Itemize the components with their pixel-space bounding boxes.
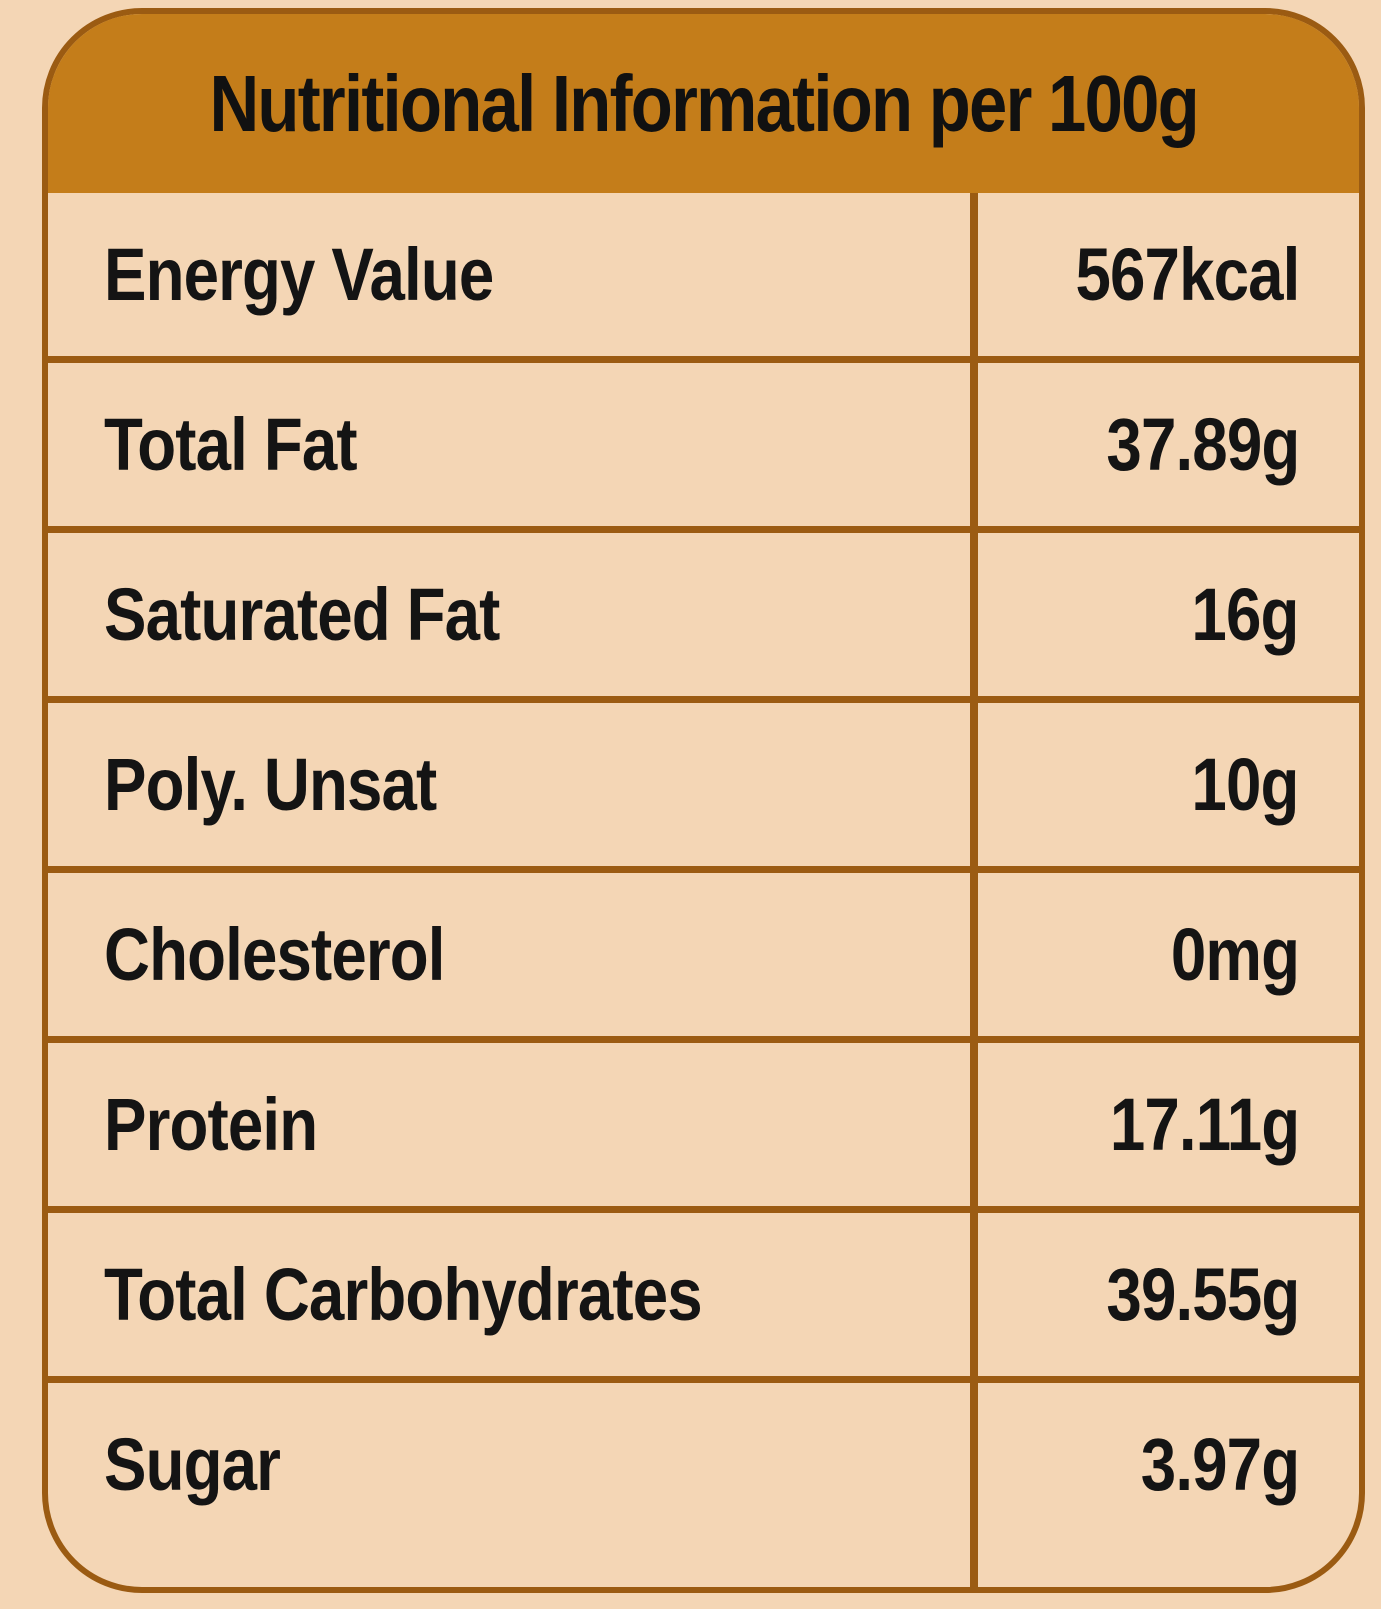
nutrition-table: Nutritional Information per 100g Energy …	[42, 8, 1365, 1593]
nutrient-value: 17.11g	[1109, 1083, 1300, 1166]
nutrient-value: 10g	[1191, 743, 1300, 826]
nutrient-name: Saturated Fat	[104, 573, 500, 656]
nutrient-name: Sugar	[104, 1423, 281, 1506]
column-divider	[970, 193, 978, 1587]
table-body: Energy Value 567kcal Total Fat 37.89g Sa…	[48, 193, 1359, 1587]
nutrient-name: Total Carbohydrates	[104, 1253, 703, 1336]
nutrient-value: 16g	[1191, 573, 1300, 656]
table-row: Poly. Unsat 10g	[48, 696, 1359, 866]
table-row: Cholesterol 0mg	[48, 866, 1359, 1036]
nutrient-value: 39.55g	[1106, 1253, 1300, 1336]
nutrient-name: Energy Value	[104, 233, 494, 316]
nutrient-value: 567kcal	[1074, 233, 1300, 316]
table-row: Sugar 3.97g	[48, 1376, 1359, 1546]
table-header: Nutritional Information per 100g	[48, 14, 1359, 193]
table-row: Total Carbohydrates 39.55g	[48, 1206, 1359, 1376]
table-row: Protein 17.11g	[48, 1036, 1359, 1206]
nutrient-name: Poly. Unsat	[104, 743, 437, 826]
table-row: Total Fat 37.89g	[48, 356, 1359, 526]
table-title: Nutritional Information per 100g	[209, 58, 1199, 148]
nutrient-value: 3.97g	[1140, 1423, 1300, 1506]
nutrient-name: Protein	[104, 1083, 318, 1166]
nutrient-name: Total Fat	[104, 403, 358, 486]
table-row: Saturated Fat 16g	[48, 526, 1359, 696]
table-row: Energy Value 567kcal	[48, 193, 1359, 356]
nutrient-name: Cholesterol	[104, 913, 445, 996]
nutrient-value: 37.89g	[1106, 403, 1300, 486]
nutrient-value: 0mg	[1170, 913, 1300, 996]
